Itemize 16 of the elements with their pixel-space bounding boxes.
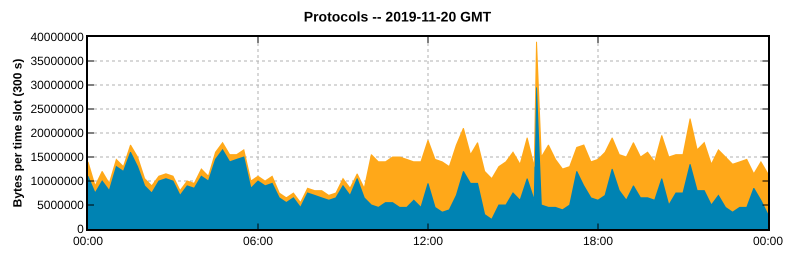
y-tick-label: 20000000 — [30, 126, 84, 140]
chart-title: Protocols -- 2019-11-20 GMT — [304, 8, 492, 24]
y-tick-label: 15000000 — [30, 150, 84, 164]
y-tick-label: 5000000 — [37, 198, 84, 212]
x-tick-label: 06:00 — [242, 234, 274, 248]
y-tick-label: 30000000 — [30, 78, 84, 92]
y-tick-label: 0 — [77, 222, 84, 236]
x-tick-label: 00:00 — [72, 234, 104, 248]
y-axis-title: Bytes per time slot (300 s) — [10, 58, 24, 208]
y-tick-label: 40000000 — [30, 30, 84, 44]
y-tick-label: 10000000 — [30, 174, 84, 188]
y-tick-label: 35000000 — [30, 54, 84, 68]
y-tick-label: 25000000 — [30, 102, 84, 116]
x-tick-label: 00:00 — [752, 234, 784, 248]
x-tick-label: 12:00 — [412, 234, 444, 248]
x-tick-label: 18:00 — [582, 234, 614, 248]
